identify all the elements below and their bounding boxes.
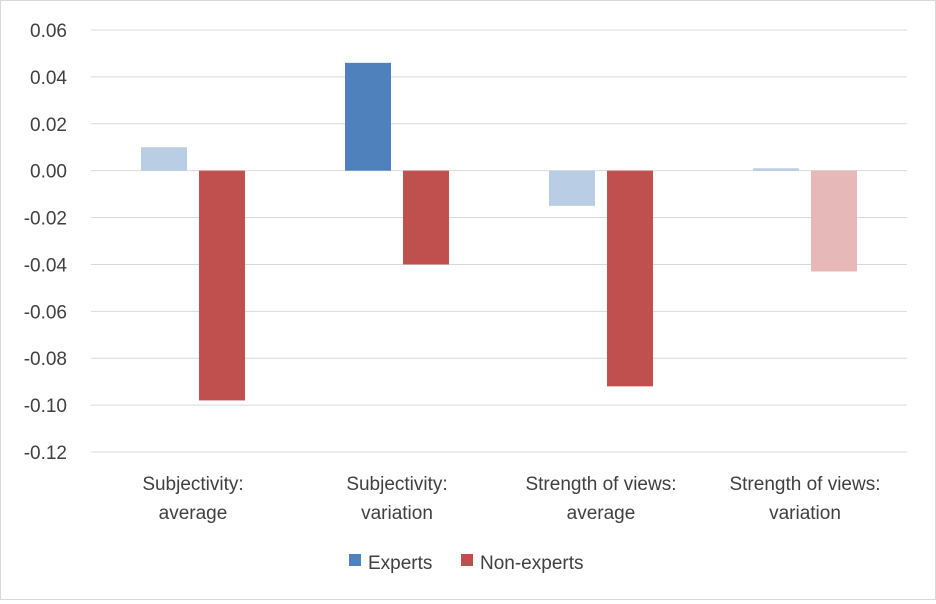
bar-non-experts-0 bbox=[199, 170, 245, 401]
y-tick-label: -0.10 bbox=[24, 396, 67, 417]
legend: Experts Non-experts bbox=[349, 553, 584, 574]
legend-swatch bbox=[349, 554, 361, 566]
x-category-label: Strength of views: bbox=[525, 474, 676, 495]
x-category-label: Strength of views: bbox=[729, 474, 880, 495]
bar-experts-2 bbox=[549, 170, 595, 206]
bar-non-experts-3 bbox=[811, 170, 857, 272]
bar-experts-3 bbox=[753, 168, 799, 171]
legend-label: Experts bbox=[368, 553, 432, 574]
x-category-label: average bbox=[159, 503, 228, 524]
y-tick-label: 0.06 bbox=[30, 21, 67, 42]
legend-swatch bbox=[461, 554, 473, 566]
bar-non-experts-1 bbox=[403, 170, 449, 265]
y-tick-label: -0.02 bbox=[24, 209, 67, 230]
legend-label: Non-experts bbox=[480, 553, 584, 574]
y-tick-label: -0.12 bbox=[24, 443, 67, 464]
x-category-label: average bbox=[567, 503, 636, 524]
x-category-label: Subjectivity: bbox=[346, 474, 447, 495]
x-category-label: Subjectivity: bbox=[142, 474, 243, 495]
y-tick-label: 0.02 bbox=[30, 115, 67, 136]
x-axis-categories: Subjectivity: average Subjectivity: variati… bbox=[142, 474, 880, 524]
y-axis-ticks: 0.06 0.04 0.02 0.00 -0.02 -0.04 -0.06 -0.08 -0.1… bbox=[24, 21, 68, 464]
y-tick-label: -0.04 bbox=[24, 255, 68, 276]
y-tick-label: 0.04 bbox=[30, 68, 67, 89]
x-category-label: variation bbox=[769, 503, 841, 524]
bar-experts-0 bbox=[141, 147, 187, 171]
bar-experts-1 bbox=[345, 62, 391, 171]
x-category-label: variation bbox=[361, 503, 433, 524]
y-tick-label: -0.08 bbox=[24, 349, 67, 370]
bars bbox=[141, 62, 857, 401]
bar-non-experts-2 bbox=[607, 170, 653, 387]
y-tick-label: 0.00 bbox=[30, 162, 67, 183]
y-tick-label: -0.06 bbox=[24, 302, 67, 323]
